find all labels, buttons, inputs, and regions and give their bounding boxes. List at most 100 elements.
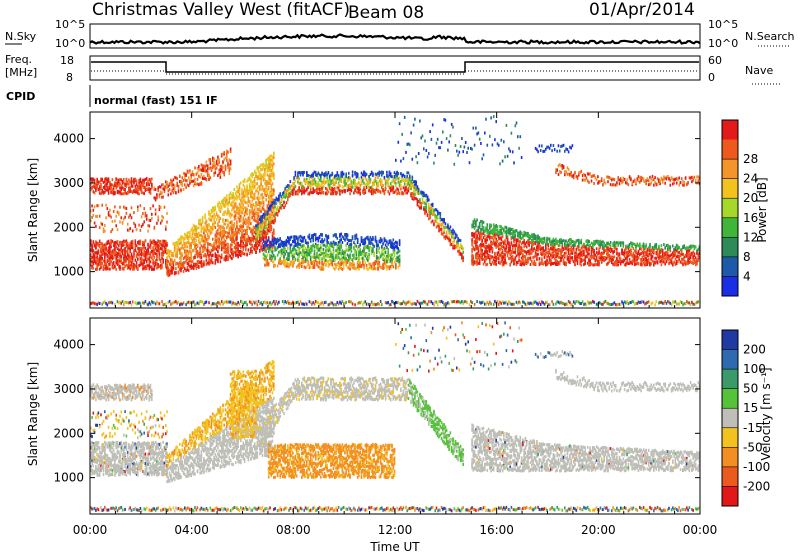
- data-cell: [93, 260, 96, 263]
- data-cell: [288, 257, 290, 261]
- data-cell: [151, 212, 153, 216]
- data-cell: [130, 263, 133, 267]
- data-cell: [177, 190, 180, 194]
- data-cell: [114, 245, 116, 249]
- data-cell: [233, 222, 236, 226]
- data-cell: [118, 244, 120, 248]
- data-cell: [156, 258, 158, 262]
- data-cell: [236, 221, 238, 225]
- data-cell: [95, 251, 97, 255]
- data-cell: [177, 264, 180, 268]
- data-cell: [212, 254, 214, 257]
- data-cell: [124, 255, 126, 258]
- data-cell: [240, 181, 242, 185]
- data-cell: [153, 243, 156, 246]
- data-cell: [90, 209, 92, 213]
- data-cell: [125, 263, 128, 267]
- data-cell: [109, 214, 111, 218]
- data-cell: [195, 228, 198, 231]
- data-cell: [189, 234, 191, 238]
- data-cell: [149, 265, 152, 269]
- data-cell: [126, 241, 129, 245]
- data-cell: [111, 183, 114, 187]
- data-cell: [212, 244, 214, 248]
- data-cell: [147, 257, 149, 261]
- data-cell: [134, 264, 137, 268]
- freq-panel: Freq. [MHz] 18 8 60 0 Nave: [5, 53, 780, 85]
- data-cell: [180, 251, 182, 255]
- data-cell: [148, 224, 151, 228]
- data-cell: [137, 191, 139, 195]
- data-cell: [91, 204, 93, 208]
- data-cell: [462, 247, 464, 251]
- data-cell: [220, 205, 223, 209]
- data-cell: [96, 258, 98, 262]
- data-cell: [142, 252, 144, 256]
- data-cell: [180, 239, 182, 243]
- nsky-frame: [89, 23, 701, 49]
- data-cell: [172, 260, 175, 264]
- data-cell: [118, 180, 120, 184]
- data-cell: [177, 246, 180, 250]
- data-cell: [111, 255, 114, 259]
- data-cell: [210, 259, 213, 262]
- data-cell: [180, 256, 182, 260]
- data-cell: [165, 241, 167, 245]
- data-cell: [214, 221, 217, 225]
- data-cell: [157, 239, 159, 243]
- data-cell: [134, 184, 137, 188]
- data-cell: [320, 244, 322, 247]
- data-cell: [135, 250, 138, 254]
- data-cell: [162, 244, 164, 248]
- data-cell: [154, 263, 157, 267]
- data-cell: [196, 171, 199, 175]
- data-cell: [149, 191, 152, 195]
- data-cell: [167, 260, 170, 263]
- data-cell: [96, 265, 98, 269]
- data-cell: [120, 246, 123, 250]
- data-cell: [184, 236, 186, 240]
- data-cell: [121, 252, 124, 256]
- data-cell: [332, 248, 335, 252]
- data-cell: [176, 177, 178, 181]
- data-cell: [274, 263, 276, 267]
- data-cell: [229, 162, 232, 166]
- data-cell: [407, 189, 410, 193]
- data-cell: [142, 258, 144, 262]
- data-cell: [179, 265, 181, 269]
- data-cell: [192, 228, 195, 232]
- nsearch-tick-bottom: 10^0: [708, 37, 738, 50]
- data-cell: [123, 188, 125, 191]
- data-cell: [115, 257, 117, 261]
- data-cell: [198, 238, 200, 242]
- data-cell: [246, 229, 248, 233]
- data-cell: [189, 246, 191, 249]
- data-cell: [118, 212, 120, 216]
- data-cell: [144, 255, 147, 259]
- data-cell: [101, 252, 103, 256]
- data-cell: [369, 180, 372, 184]
- data-cell: [107, 263, 110, 267]
- data-cell: [462, 250, 464, 254]
- data-cell: [198, 254, 200, 258]
- data-cell: [126, 246, 129, 250]
- data-cell: [139, 247, 142, 250]
- data-cell: [167, 270, 170, 274]
- data-cell: [142, 181, 144, 185]
- data-cell: [123, 248, 125, 252]
- data-cell: [356, 172, 359, 176]
- data-cell: [142, 191, 144, 195]
- data-cell: [203, 239, 205, 243]
- data-cell: [168, 249, 171, 253]
- data-cell: [199, 247, 201, 251]
- data-cell: [172, 242, 175, 246]
- data-cell: [148, 245, 151, 249]
- data-cell: [194, 262, 196, 266]
- data-cell: [205, 258, 208, 262]
- data-cell: [142, 262, 144, 266]
- data-cell: [123, 259, 125, 263]
- data-cell: [162, 260, 164, 264]
- data-cell: [255, 238, 257, 242]
- data-cell: [96, 267, 98, 271]
- data-cell: [201, 220, 204, 224]
